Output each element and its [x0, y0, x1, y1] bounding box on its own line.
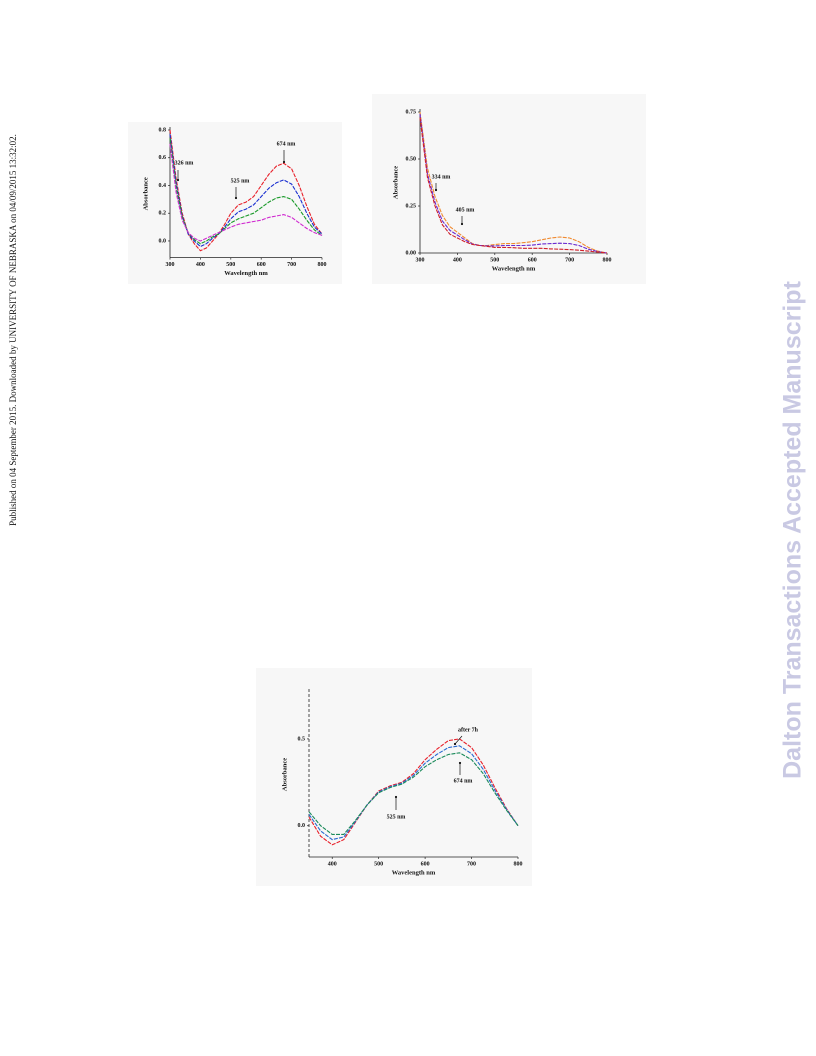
annotation: 674 nm: [277, 141, 296, 147]
x-tick-label: 700: [565, 257, 574, 263]
annotation: 405 nm: [456, 207, 475, 213]
y-tick-label: 0.4: [159, 183, 167, 189]
side-note: Published on 04 September 2015. Download…: [8, 134, 18, 526]
x-tick-label: 800: [603, 257, 612, 263]
annotation: 334 nm: [432, 174, 451, 180]
annotation: 326 nm: [175, 160, 194, 166]
spectrum-line: [169, 143, 323, 242]
x-tick-label: 600: [257, 262, 266, 268]
x-axis-label: Wavelength nm: [224, 270, 268, 277]
x-axis-label: Wavelength nm: [492, 265, 536, 272]
y-axis-label: Absorbance: [392, 166, 399, 199]
x-tick-label: 700: [467, 861, 476, 867]
x-tick-label: 600: [528, 257, 537, 263]
y-tick-label: 0.50: [406, 156, 417, 162]
watermark: Dalton Transactions Accepted Manuscript: [779, 280, 807, 778]
spectrum-line: [169, 134, 323, 248]
annotation: 525 nm: [387, 814, 406, 820]
x-tick-label: 500: [374, 861, 383, 867]
arrow-head: [453, 742, 457, 746]
figure-bg: [128, 122, 342, 284]
y-axis-label: Absorbance: [142, 177, 149, 210]
x-tick-label: 700: [287, 262, 296, 268]
x-tick-label: 400: [328, 861, 337, 867]
y-tick-label: 0.00: [406, 250, 417, 256]
x-tick-label: 300: [166, 262, 175, 268]
x-tick-label: 800: [514, 861, 523, 867]
annotation: 674 nm: [454, 778, 473, 784]
arrow-head: [394, 795, 398, 799]
x-axis-label: Wavelength nm: [392, 869, 436, 876]
arrow: [454, 735, 463, 745]
spectrum-line: [169, 129, 323, 252]
arrow-head: [176, 178, 180, 182]
y-tick-label: 0.25: [406, 203, 417, 209]
x-tick-label: 800: [318, 262, 327, 268]
y-axis-label: Absorbance: [281, 758, 288, 791]
arrow-head: [460, 222, 464, 226]
spectrum-line: [419, 113, 608, 254]
x-tick-label: 400: [196, 262, 205, 268]
y-tick-label: 0.5: [298, 736, 306, 742]
y-tick-label: 0.6: [159, 155, 167, 161]
y-tick-label: 0.75: [406, 109, 417, 115]
arrow-head: [234, 196, 238, 200]
y-tick-label: 0.8: [159, 127, 167, 133]
x-tick-label: 500: [226, 262, 235, 268]
annotation: after 7h: [458, 727, 479, 733]
arrow-head: [434, 188, 438, 192]
y-tick-label: 0.0: [159, 238, 167, 244]
spectrum-line: [419, 111, 608, 254]
y-tick-label: 0.2: [159, 211, 167, 217]
figure-bg: [256, 668, 532, 886]
annotation: 525 nm: [231, 178, 250, 184]
y-tick-label: 0.0: [298, 823, 306, 829]
x-tick-label: 300: [416, 257, 425, 263]
spectrum-line: [308, 745, 519, 841]
spectrum-line: [308, 738, 519, 846]
spectrum-line: [419, 117, 608, 254]
x-tick-label: 600: [421, 861, 430, 867]
spectrum-line: [308, 752, 519, 835]
arrow-head: [458, 761, 462, 765]
x-tick-label: 400: [453, 257, 462, 263]
x-tick-label: 500: [490, 257, 499, 263]
spectrum-line: [169, 138, 323, 245]
arrow-head: [282, 160, 286, 164]
